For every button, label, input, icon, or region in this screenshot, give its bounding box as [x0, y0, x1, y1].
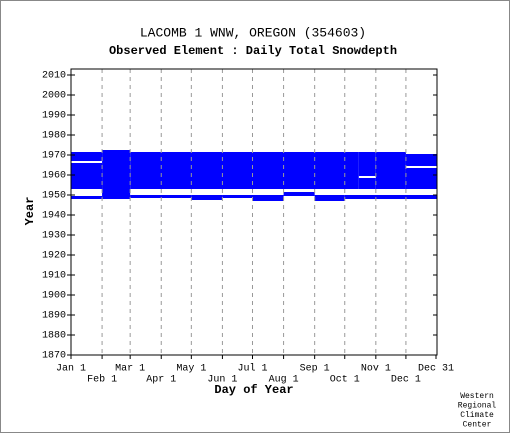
y-tick-label: 1890 — [42, 311, 66, 322]
x-tick-label: Dec 31 — [418, 364, 454, 375]
coverage-block — [71, 152, 103, 161]
x-tick-label: Aug 1 — [269, 375, 299, 386]
y-tick-label: 2000 — [42, 91, 66, 102]
coverage-block — [130, 195, 192, 198]
credit-line: Western — [460, 392, 494, 401]
y-tick-label: 2010 — [42, 71, 66, 82]
y-tick-label: 1970 — [42, 151, 66, 162]
y-tick-label: 1930 — [42, 231, 66, 242]
coverage-block — [283, 192, 315, 196]
y-tick-label: 1960 — [42, 171, 66, 182]
x-tick-label: Sep 1 — [300, 364, 330, 375]
x-axis-label: Day of Year — [214, 383, 293, 397]
x-tick-label: Nov 1 — [361, 364, 391, 375]
coverage-block — [130, 152, 359, 189]
x-tick-label: May 1 — [176, 364, 206, 375]
x-tick-label: Oct 1 — [330, 375, 360, 386]
x-tick-label: Jul 1 — [237, 363, 267, 375]
coverage-block — [222, 195, 253, 198]
coverage-block — [358, 152, 376, 176]
y-tick-label: 1870 — [42, 351, 66, 362]
credit-line: Regional — [458, 402, 497, 411]
coverage-block — [252, 195, 284, 201]
coverage-block — [314, 195, 345, 201]
coverage-block — [71, 196, 103, 199]
coverage-block — [405, 154, 437, 166]
plot-border — [70, 68, 438, 356]
chart-title: LACOMB 1 WNW, OREGON (354603) — [140, 25, 366, 40]
y-tick-label: 1940 — [42, 211, 66, 222]
coverage-block — [375, 152, 406, 189]
coverage-block — [344, 195, 437, 199]
y-tick-label: 1910 — [42, 271, 66, 282]
chart-subtitle: Observed Element : Daily Total Snowdepth — [109, 44, 397, 58]
y-tick-label: 1920 — [42, 251, 66, 262]
y-axis-label: Year — [23, 197, 37, 226]
coverage-block — [405, 168, 437, 189]
coverage-block — [102, 150, 131, 199]
x-tick-label: Apr 1 — [146, 375, 176, 386]
y-tick-label: 1950 — [42, 191, 66, 202]
y-tick-label: 1880 — [42, 331, 66, 342]
y-tick-label: 1900 — [42, 291, 66, 302]
credit-line: Climate — [460, 411, 494, 420]
credit-line: Center — [463, 421, 492, 430]
coverage-block — [358, 178, 376, 189]
x-tick-label: Jan 1 — [56, 364, 86, 375]
coverage-block — [71, 163, 103, 189]
y-tick-label: 1990 — [42, 111, 66, 122]
x-tick-label: Feb 1 — [87, 374, 117, 386]
coverage-block — [191, 195, 223, 200]
x-tick-label: Jun 1 — [207, 375, 237, 386]
x-tick-label: Dec 1 — [391, 375, 421, 386]
y-tick-label: 1980 — [42, 131, 66, 142]
x-tick-label: Mar 1 — [115, 364, 145, 375]
